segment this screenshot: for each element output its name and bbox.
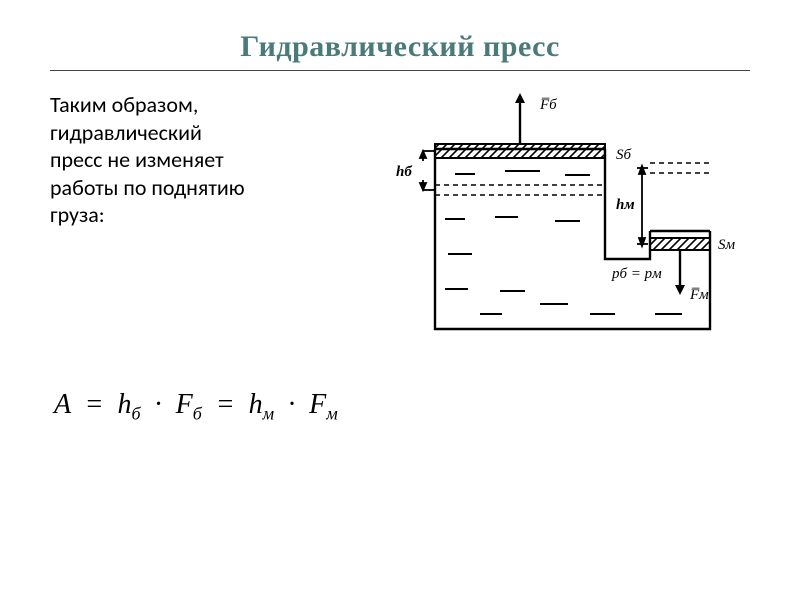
paragraph: Таким образом, гидравлический пресс не и…	[50, 89, 370, 229]
h-small-bracket	[637, 166, 648, 246]
small-piston	[650, 238, 710, 250]
sub-m: м	[263, 404, 275, 424]
label-F-small: F̅м	[689, 287, 709, 303]
body-row: Таким образом, гидравлический пресс не и…	[50, 89, 750, 349]
sub-b: б	[132, 404, 141, 424]
title-divider	[50, 70, 750, 71]
h-big-bracket	[420, 151, 435, 190]
diagram-container: F̅б Sб	[390, 89, 750, 349]
sub-m2: м	[326, 404, 338, 424]
big-piston	[435, 144, 605, 158]
sym-dot2: ·	[288, 389, 295, 420]
label-S-big: Sб	[616, 147, 632, 163]
sym-F2: F	[309, 389, 326, 420]
sym-dot: ·	[155, 389, 162, 420]
slide-title: Гидравлический пресс	[50, 30, 750, 64]
paragraph-line: груза:	[50, 201, 105, 228]
sym-A: A	[54, 389, 71, 420]
sym-h2: h	[249, 389, 263, 420]
sym-F: F	[176, 389, 193, 420]
label-S-small: Sм	[718, 237, 736, 253]
sym-eq2: =	[216, 389, 235, 420]
sym-eq: =	[85, 389, 104, 420]
big-piston-dashed	[435, 185, 605, 195]
pressure-label: pб = pм	[608, 264, 678, 282]
big-force-arrow: F̅б	[515, 93, 557, 144]
label-h-small: hм	[616, 197, 635, 213]
small-piston-dashed	[650, 163, 710, 173]
fluid-marks	[445, 171, 682, 314]
label-h-big: hб	[396, 164, 412, 180]
sub-b2: б	[193, 404, 202, 424]
sym-h: h	[118, 389, 132, 420]
paragraph-line: гидравлический	[50, 119, 202, 146]
svg-text:pб = pм: pб = pм	[611, 266, 662, 282]
paragraph-line: пресс не изменяет	[50, 146, 224, 173]
work-formula: A = hб · Fб = hм · Fм	[50, 389, 750, 425]
paragraph-line: работы по поднятию	[50, 174, 245, 201]
paragraph-line: Таким образом,	[50, 91, 198, 118]
label-F-big: F̅б	[539, 97, 557, 113]
small-force-arrow: F̅м	[675, 251, 709, 303]
hydraulic-press-diagram: F̅б Sб	[390, 89, 750, 349]
